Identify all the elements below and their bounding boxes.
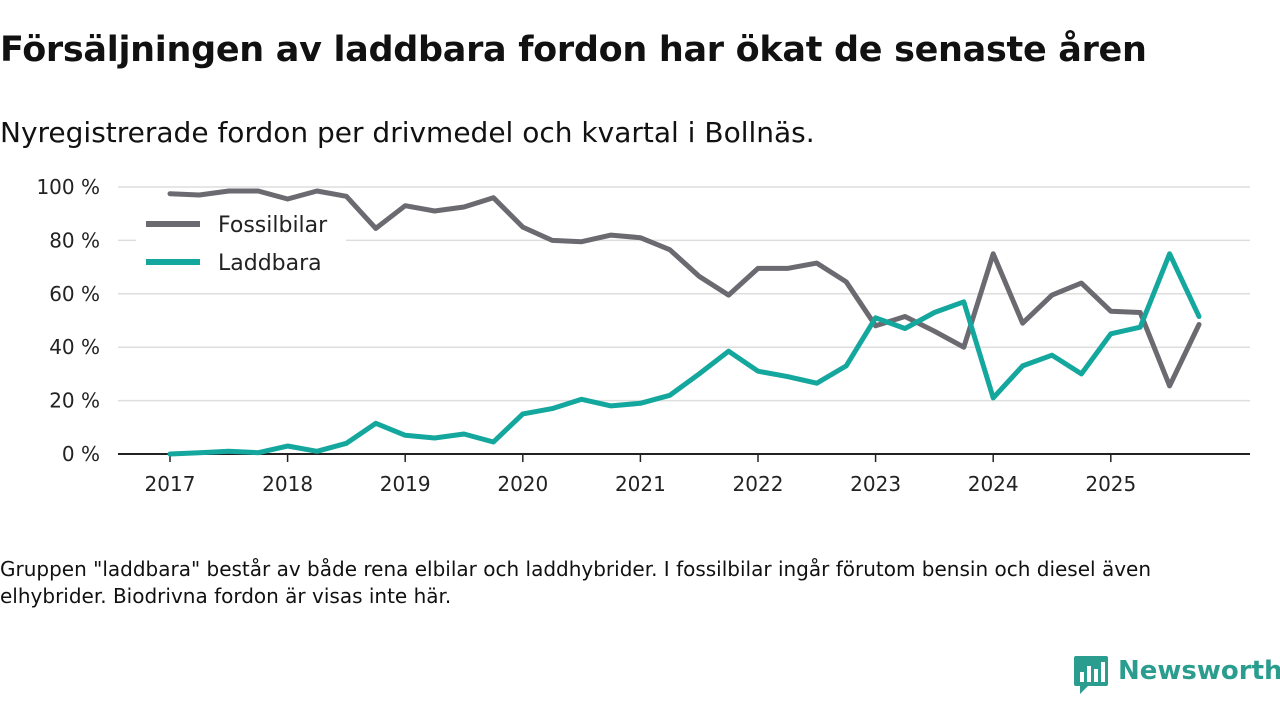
- legend: Fossilbilar Laddbara: [136, 206, 346, 290]
- x-tick-label: 2022: [733, 472, 784, 496]
- series-line-laddbara: [167, 251, 1202, 457]
- line-chart: 0 % 20 % 40 % 60 % 80 % 100 % 2017 2018 2019 202…: [36, 175, 1250, 496]
- x-tick-label: 2017: [145, 472, 196, 496]
- newsworthy-logo-icon: [1074, 656, 1108, 694]
- chart-title: Försäljningen av laddbara fordon har öka…: [0, 30, 1147, 70]
- y-tick-label: 20 %: [49, 389, 100, 413]
- x-tick-label: 2021: [615, 472, 666, 496]
- footnote: Gruppen "laddbara" består av både rena e…: [0, 557, 1152, 608]
- chart-subtitle: Nyregistrerade fordon per drivmedel och …: [0, 116, 815, 149]
- x-tick-label: 2020: [497, 472, 548, 496]
- x-axis: 2017 2018 2019 2020 2021 2022 2023 2024 2025: [118, 453, 1250, 496]
- x-tick-label: 2018: [262, 472, 313, 496]
- brand-name: Newsworthy: [1118, 656, 1280, 686]
- y-tick-label: 80 %: [49, 228, 100, 252]
- y-tick-label: 100 %: [36, 175, 100, 199]
- legend-label-laddbara: Laddbara: [218, 251, 322, 276]
- series-line-fossilbilar: [167, 188, 1202, 389]
- y-tick-label: 40 %: [49, 335, 100, 359]
- legend-label-fossilbilar: Fossilbilar: [218, 213, 328, 238]
- y-tick-label: 0 %: [62, 442, 100, 466]
- x-tick-label: 2025: [1085, 472, 1136, 496]
- x-tick-label: 2024: [968, 472, 1019, 496]
- newsworthy-logo: Newsworthy: [1072, 654, 1280, 698]
- series-lines: [167, 188, 1202, 457]
- legend-background: [136, 206, 346, 290]
- x-tick-label: 2019: [380, 472, 431, 496]
- y-axis-ticks: 0 % 20 % 40 % 60 % 80 % 100 %: [36, 175, 100, 466]
- x-tick-label: 2023: [850, 472, 901, 496]
- y-tick-label: 60 %: [49, 282, 100, 306]
